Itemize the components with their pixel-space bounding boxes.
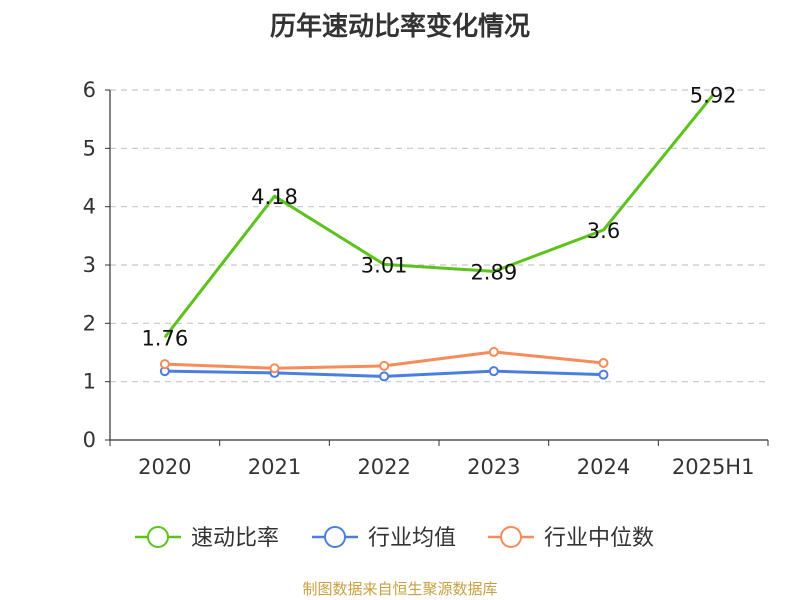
- data-point-industry-median: [159, 359, 170, 370]
- series-line-quick-ratio: [163, 93, 715, 339]
- data-label: 3.6: [587, 219, 620, 243]
- data-label: 1.76: [141, 326, 188, 350]
- data-label: 3.01: [361, 253, 408, 277]
- legend-item-quick-ratio: 速动比率: [135, 526, 279, 551]
- x-tick-label: 2021: [248, 455, 301, 479]
- y-tick-label: 0: [83, 428, 96, 452]
- legend-marker: [147, 526, 169, 548]
- y-tick-label: 3: [83, 253, 96, 277]
- legend-label: 速动比率: [191, 526, 279, 551]
- source-note: 制图数据来自恒生聚源数据库: [302, 580, 498, 598]
- y-tick-label: 1: [83, 370, 96, 394]
- data-point-industry-mean: [488, 366, 499, 377]
- data-point-industry-median: [598, 358, 609, 368]
- y-tick-label: 4: [83, 195, 96, 219]
- data-label: 2.89: [470, 260, 517, 284]
- y-tick-label: 5: [83, 136, 96, 160]
- legend-item-industry-median: 行业中位数: [488, 526, 654, 551]
- legend-label: 行业中位数: [544, 526, 654, 551]
- y-tick-label: 2: [83, 311, 96, 335]
- data-point-industry-median: [488, 346, 499, 357]
- data-point-industry-median: [379, 360, 390, 371]
- data-label: 5.92: [690, 84, 737, 108]
- x-tick-label: 2020: [138, 455, 191, 479]
- y-tick-label: 6: [83, 78, 96, 102]
- data-point-industry-median: [269, 363, 280, 374]
- chart-title: 历年速动比率变化情况: [269, 12, 530, 42]
- legend-marker: [500, 526, 522, 548]
- data-point-industry-mean: [379, 371, 390, 382]
- x-tick-label: 2022: [357, 455, 410, 479]
- x-tick-label: 2023: [467, 455, 520, 479]
- x-tick-label: 2024: [577, 455, 630, 479]
- x-tick-label: 2025H1: [672, 455, 755, 479]
- data-point-industry-mean: [598, 369, 609, 380]
- data-label: 4.18: [251, 185, 298, 209]
- legend-item-industry-mean: 行业均值: [312, 526, 456, 551]
- legend-marker: [324, 526, 346, 548]
- legend-label: 行业均值: [368, 526, 456, 551]
